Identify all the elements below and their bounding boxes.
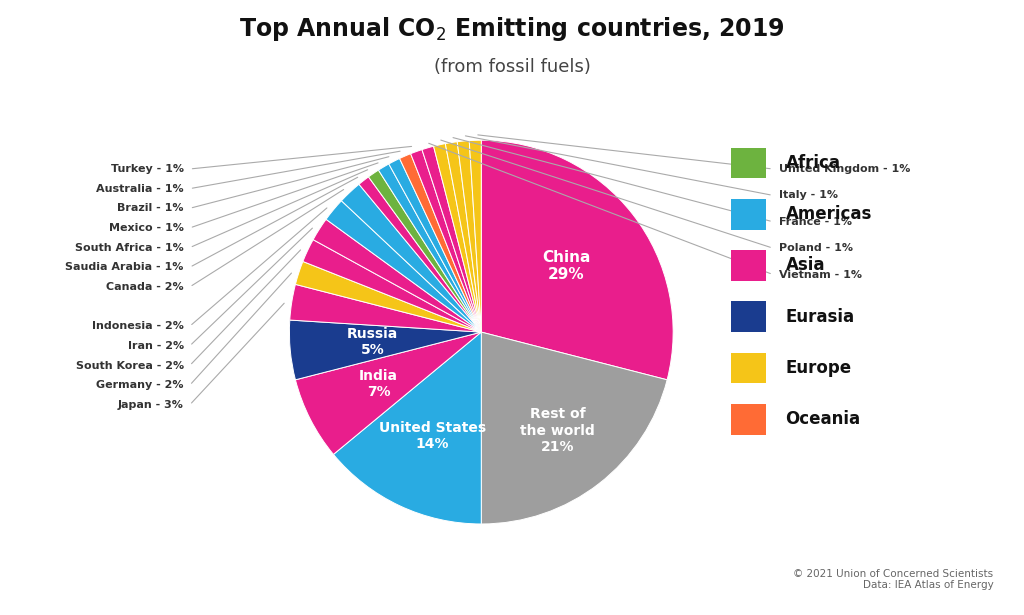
Text: India
7%: India 7% [359,369,398,400]
Text: South Korea - 2%: South Korea - 2% [76,360,184,371]
Wedge shape [290,284,481,332]
FancyBboxPatch shape [731,148,766,178]
Text: Iran - 2%: Iran - 2% [128,341,184,351]
Wedge shape [399,154,481,332]
Text: Saudia Arabia - 1%: Saudia Arabia - 1% [66,263,184,272]
Text: China
29%: China 29% [542,250,591,282]
Text: Africa: Africa [785,154,841,172]
Wedge shape [481,332,667,524]
Text: Canada - 2%: Canada - 2% [106,282,184,292]
FancyBboxPatch shape [731,199,766,229]
Text: South Africa - 1%: South Africa - 1% [75,243,184,253]
Wedge shape [389,159,481,332]
Wedge shape [296,261,481,332]
Wedge shape [469,140,481,332]
Text: Europe: Europe [785,359,852,377]
Wedge shape [359,177,481,332]
Wedge shape [313,220,481,332]
Wedge shape [433,144,481,332]
Text: Australia - 1%: Australia - 1% [96,184,184,194]
Text: Japan - 3%: Japan - 3% [118,400,184,410]
Wedge shape [334,332,481,524]
Wedge shape [290,320,481,380]
Text: United Kingdom - 1%: United Kingdom - 1% [778,164,910,174]
Wedge shape [303,240,481,332]
Text: (from fossil fuels): (from fossil fuels) [433,58,591,76]
Wedge shape [379,164,481,332]
Text: Indonesia - 2%: Indonesia - 2% [92,322,184,331]
Wedge shape [296,332,481,454]
Text: Turkey - 1%: Turkey - 1% [111,164,184,174]
Text: Germany - 2%: Germany - 2% [96,380,184,391]
Wedge shape [481,140,673,380]
Wedge shape [341,184,481,332]
Text: Brazil - 1%: Brazil - 1% [118,204,184,213]
Text: Rest of
the world
21%: Rest of the world 21% [520,408,595,454]
Text: Vietnam - 1%: Vietnam - 1% [778,269,861,280]
Text: Poland - 1%: Poland - 1% [778,243,853,253]
FancyBboxPatch shape [731,250,766,281]
Text: Italy - 1%: Italy - 1% [778,191,838,200]
Text: United States
14%: United States 14% [379,421,485,451]
Wedge shape [411,149,481,332]
Text: Eurasia: Eurasia [785,308,855,326]
Text: Americas: Americas [785,205,872,223]
Text: © 2021 Union of Concerned Scientists
Data: IEA Atlas of Energy: © 2021 Union of Concerned Scientists Dat… [794,569,993,590]
Text: France - 1%: France - 1% [778,216,852,227]
Text: Mexico - 1%: Mexico - 1% [109,223,184,233]
Text: Asia: Asia [785,256,825,274]
FancyBboxPatch shape [731,301,766,332]
FancyBboxPatch shape [731,352,766,383]
Wedge shape [422,146,481,332]
Wedge shape [458,141,481,332]
Wedge shape [369,170,481,332]
FancyBboxPatch shape [731,404,766,435]
Text: Russia
5%: Russia 5% [347,327,398,357]
Wedge shape [445,141,481,332]
Wedge shape [326,200,481,332]
Text: Top Annual CO$_2$ Emitting countries, 2019: Top Annual CO$_2$ Emitting countries, 20… [240,15,784,44]
Text: Oceania: Oceania [785,410,861,428]
